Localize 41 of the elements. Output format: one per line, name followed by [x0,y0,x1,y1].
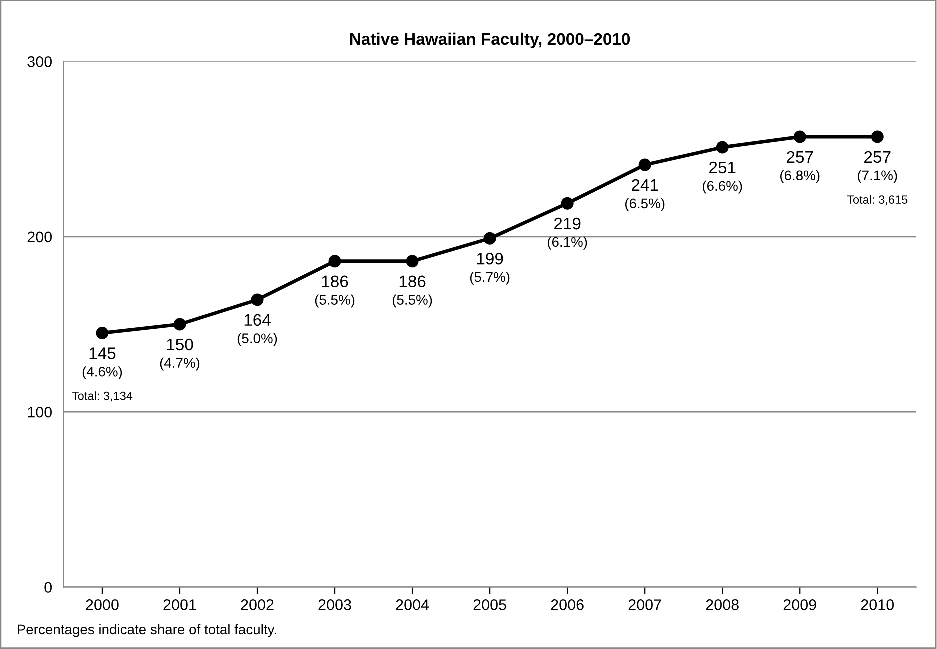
text: Percentages indicate share of total faculty. [18,624,276,638]
point [716,141,729,154]
data-label: 145 (4.6%) [82,348,122,380]
x-tick-label: 2008 [706,600,739,610]
chart-title: Native Hawaiian Faculty, 2000–2010 [350,32,630,48]
point [251,294,264,306]
x-tick-label: 2005 [474,600,506,610]
x-tick-label: 2009 [784,600,816,610]
data-label: 164 (5.0%) [238,314,278,346]
y-tick-label: 200 [28,232,52,243]
data-label: 219 (6.1%) [548,218,588,250]
data-label: 186 (5.5%) [392,276,432,308]
data-label: 257 (6.8%) [780,151,820,184]
x-tick-label: 2010 [861,600,894,610]
point [484,232,496,245]
x-tick-label: 2004 [396,600,430,610]
annotation: Total: 3,615 [847,195,908,206]
x-tick-label: 2007 [628,600,662,610]
point [406,255,419,268]
point [561,197,574,210]
point [794,130,806,144]
data-label: 257 (7.1%) [858,151,898,184]
y-tick-label: 300 [28,56,52,68]
data-label: 150 (4.7%) [160,338,200,371]
data-label: 251 (6.6%) [703,162,742,194]
annotation: Total: 3,134 [72,392,133,402]
data-label: 199 (5.7%) [470,252,510,285]
point [96,327,109,340]
point [328,255,342,268]
y-tick-label: 0 [44,582,52,594]
point [871,130,884,144]
point [174,318,186,331]
point [638,158,652,172]
x-tick-label: 2000 [86,600,119,610]
x-tick-label: 2002 [241,600,274,610]
y-tick-label: 100 [28,406,52,418]
x-tick-label: 2003 [318,600,352,610]
data-label: 186 (5.5%) [315,276,355,308]
data-label: 241 (6.5%) [625,179,665,212]
x-tick-label: 2001 [164,600,196,610]
x-tick-label: 2006 [551,600,584,610]
